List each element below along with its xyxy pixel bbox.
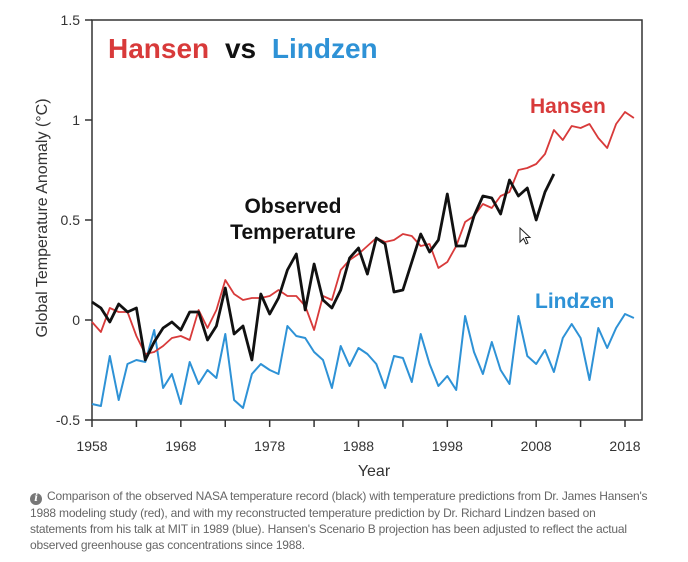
y-tick-label: 0 <box>72 312 80 328</box>
mouse-cursor-icon <box>519 227 532 245</box>
chart-title-lindzen: Lindzen <box>272 33 378 64</box>
label-hansen: Hansen <box>530 95 606 118</box>
x-tick-label: 2018 <box>609 438 640 454</box>
x-tick-label: 1998 <box>432 438 463 454</box>
y-axis: -0.5 0 0.5 1 1.5 <box>56 12 92 428</box>
series-line-observed-temperature <box>91 173 556 362</box>
label-observed-line: Observed <box>245 195 342 218</box>
x-axis-title: Year <box>358 463 391 480</box>
caption-text: Comparison of the observed NASA temperat… <box>30 489 648 552</box>
label-observed: Observed Temperature <box>230 195 356 244</box>
x-tick-label: 1968 <box>165 438 196 454</box>
x-axis: 1958 1968 1978 1988 1998 2008 2018 <box>76 420 641 454</box>
series-line-hansen <box>91 111 635 355</box>
plot-frame <box>91 19 643 421</box>
chart-title-hansen: Hansen <box>108 33 209 64</box>
y-tick-label: 0.5 <box>61 212 81 228</box>
x-tick-label: 1958 <box>76 438 107 454</box>
x-tick-label: 1988 <box>343 438 374 454</box>
label-observed-line: Temperature <box>230 221 356 244</box>
label-lindzen: Lindzen <box>535 290 614 313</box>
series-layer <box>91 111 635 409</box>
info-icon: i <box>30 493 42 505</box>
plot-border <box>91 19 643 421</box>
y-axis-title: Global Temperature Anomaly (°C) <box>34 98 51 337</box>
y-tick-label: 1.5 <box>61 12 81 28</box>
chart: -0.5 0 0.5 1 1.5 1958 1968 1978 1988 1998 2008 201… <box>34 12 643 480</box>
series-line-lindzen <box>91 313 635 409</box>
x-tick-label: 1978 <box>254 438 285 454</box>
chart-title-vs: vs <box>225 33 256 64</box>
x-tick-label: 2008 <box>521 438 552 454</box>
y-tick-label: -0.5 <box>56 412 80 428</box>
figure-caption: i Comparison of the observed NASA tempera… <box>30 488 650 553</box>
y-tick-label: 1 <box>72 112 80 128</box>
chart-title: Hansen vs Lindzen <box>108 33 378 64</box>
